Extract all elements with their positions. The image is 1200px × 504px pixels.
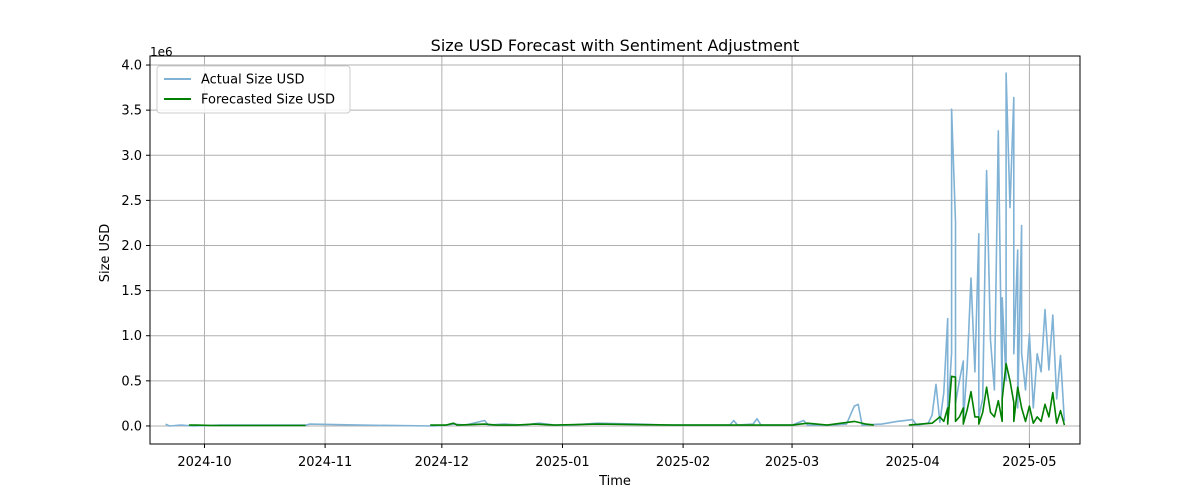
x-tick-label: 2024-12	[415, 455, 469, 470]
x-tick-label: 2025-03	[765, 455, 819, 470]
legend: Actual Size USD Forecasted Size USD	[157, 66, 350, 113]
x-tick-label: 2025-05	[1002, 455, 1056, 470]
y-offset-text: 1e6	[150, 45, 173, 59]
y-tick-label: 2.5	[121, 194, 142, 209]
plot-frame	[150, 56, 1080, 444]
x-tick-label: 2025-04	[886, 455, 940, 470]
y-tick-label: 0.5	[121, 374, 142, 389]
y-tick-label: 2.0	[121, 239, 142, 254]
y-axis-label: Size USD	[98, 224, 113, 283]
grid-lines	[150, 56, 1080, 444]
y-tick-label: 3.0	[121, 149, 142, 164]
legend-label-forecast: Forecasted Size USD	[201, 93, 335, 108]
x-tick-label: 2025-02	[656, 455, 710, 470]
legend-label-actual: Actual Size USD	[201, 73, 304, 88]
series-lines	[166, 73, 1065, 426]
y-tick-label: 4.0	[121, 59, 142, 74]
x-axis-label: Time	[598, 474, 631, 489]
y-tick-label: 1.0	[121, 329, 142, 344]
chart-title: Size USD Forecast with Sentiment Adjustm…	[431, 36, 800, 55]
actual-series-line	[166, 73, 1065, 426]
x-tick-label: 2024-10	[177, 455, 231, 470]
y-tick-label: 3.5	[121, 104, 142, 119]
axis-ticks: 2024-10 2024-11 2024-12 2025-01 2025-02 2025-…	[121, 59, 1056, 470]
x-tick-label: 2024-11	[298, 455, 352, 470]
y-tick-label: 1.5	[121, 284, 142, 299]
y-tick-label: 0.0	[121, 419, 142, 434]
x-tick-label: 2025-01	[535, 455, 589, 470]
